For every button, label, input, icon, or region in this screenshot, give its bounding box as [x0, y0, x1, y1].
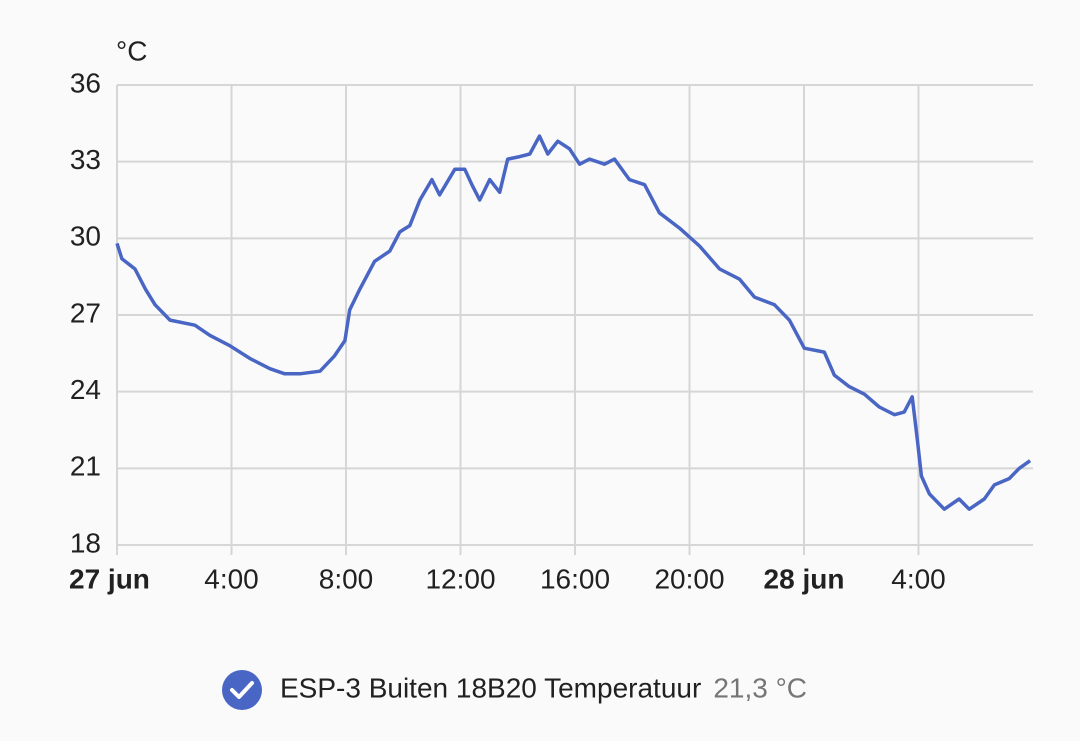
legend-state: 21,3 °C — [713, 672, 807, 703]
y-tick-label: 36 — [70, 67, 101, 98]
x-tick-label: 8:00 — [319, 563, 374, 594]
y-axis-unit: °C — [116, 35, 147, 66]
x-tick-label: 16:00 — [540, 563, 610, 594]
legend-check[interactable] — [222, 670, 262, 710]
data-line — [115, 134, 1032, 511]
legend-item[interactable]: ESP-3 Buiten 18B20 Temperatuur 21,3 °C — [222, 670, 807, 710]
x-tick-label: 27 jun — [69, 563, 150, 594]
x-tick-label: 4:00 — [204, 563, 259, 594]
legend-label[interactable]: ESP-3 Buiten 18B20 Temperatuur — [280, 672, 701, 703]
x-tick-label: 4:00 — [891, 563, 946, 594]
x-tick-label: 20:00 — [654, 563, 724, 594]
legend-check-mark — [230, 681, 254, 699]
x-tick-label: 12:00 — [425, 563, 495, 594]
x-tick-label: 28 jun — [764, 563, 845, 594]
y-tick-label: 33 — [70, 144, 101, 175]
y-tick-label: 18 — [70, 527, 101, 558]
y-tick-label: 27 — [70, 297, 101, 328]
y-tick-label: 24 — [70, 374, 101, 405]
y-tick-label: 21 — [70, 451, 101, 482]
y-tick-label: 30 — [70, 221, 101, 252]
